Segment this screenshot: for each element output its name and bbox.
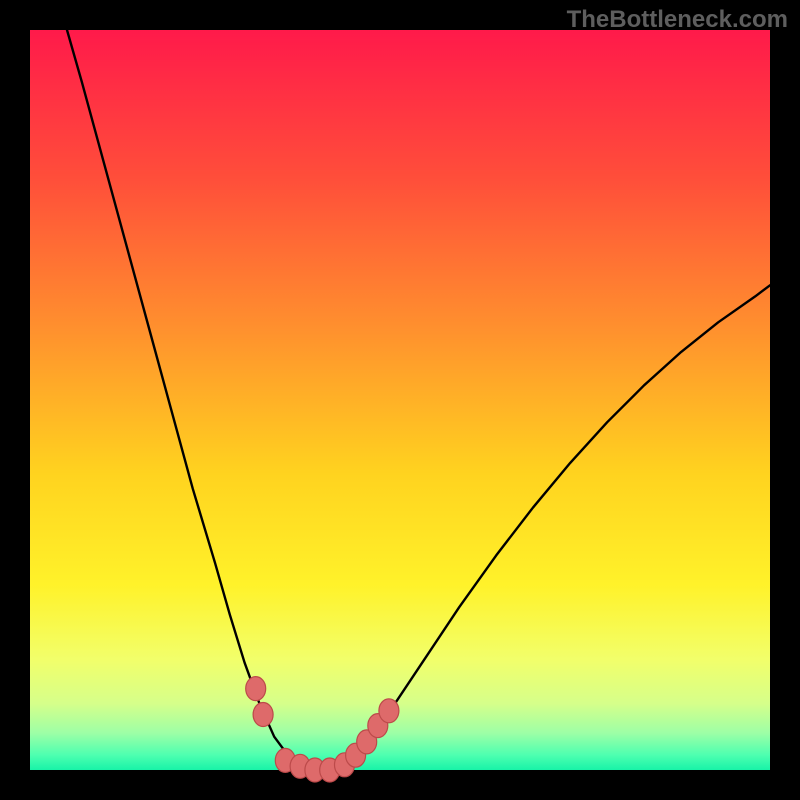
curve-marker <box>379 699 399 723</box>
plot-background <box>30 30 770 770</box>
watermark-text: TheBottleneck.com <box>567 6 788 34</box>
curve-marker <box>246 677 266 701</box>
curve-marker <box>253 703 273 727</box>
chart-svg <box>0 0 800 800</box>
chart-stage: TheBottleneck.com <box>0 0 800 800</box>
